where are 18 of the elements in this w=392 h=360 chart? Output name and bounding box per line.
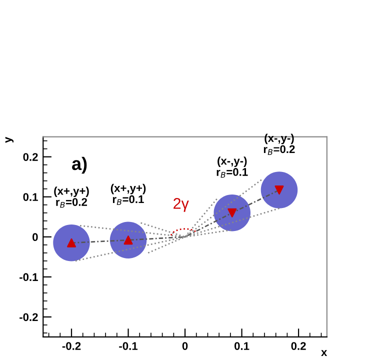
x-tick-label: -0.2 xyxy=(62,342,81,350)
annotation: 2γ xyxy=(174,198,189,212)
y-tick-label: -0.1 xyxy=(20,273,38,282)
y-tick-label: 0 xyxy=(32,233,38,242)
x-tick-label: -0.1 xyxy=(119,342,138,350)
y-axis-title: y xyxy=(5,136,14,143)
y-tick-label: -0.2 xyxy=(20,313,38,322)
y-tick-label: 0.2 xyxy=(23,153,38,161)
x-tick-label: 0.2 xyxy=(291,342,306,350)
x-axis-title: x xyxy=(321,350,328,356)
annotation: (x+,y+) r$_{B}$=0.1 xyxy=(110,184,146,205)
annotation: a) xyxy=(72,156,87,174)
annotation: (x+,y+) r$_{B}$=0.2 xyxy=(54,186,89,208)
annotation: (x-,y-) r$_{B}$=0.1 xyxy=(216,156,248,178)
x-tick-label: 0 xyxy=(182,342,188,350)
x-tick-label: 0.1 xyxy=(234,342,250,350)
y-tick-label: 0.1 xyxy=(23,193,38,201)
annotation: (x-,y-) r$_{B}$=0.2 xyxy=(264,134,295,155)
